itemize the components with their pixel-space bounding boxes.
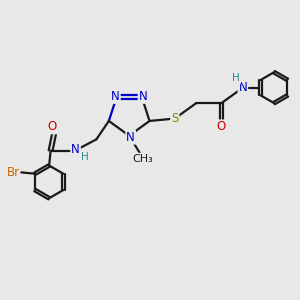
Text: N: N: [139, 90, 147, 103]
Text: H: H: [82, 152, 89, 162]
Text: O: O: [47, 120, 56, 134]
Text: N: N: [238, 81, 247, 94]
Text: H: H: [232, 73, 240, 83]
Text: S: S: [171, 112, 178, 125]
Text: Br: Br: [6, 166, 20, 179]
Text: N: N: [111, 90, 120, 103]
Text: N: N: [71, 143, 80, 156]
Text: CH₃: CH₃: [132, 154, 153, 164]
Text: N: N: [126, 131, 135, 144]
Text: O: O: [217, 120, 226, 134]
